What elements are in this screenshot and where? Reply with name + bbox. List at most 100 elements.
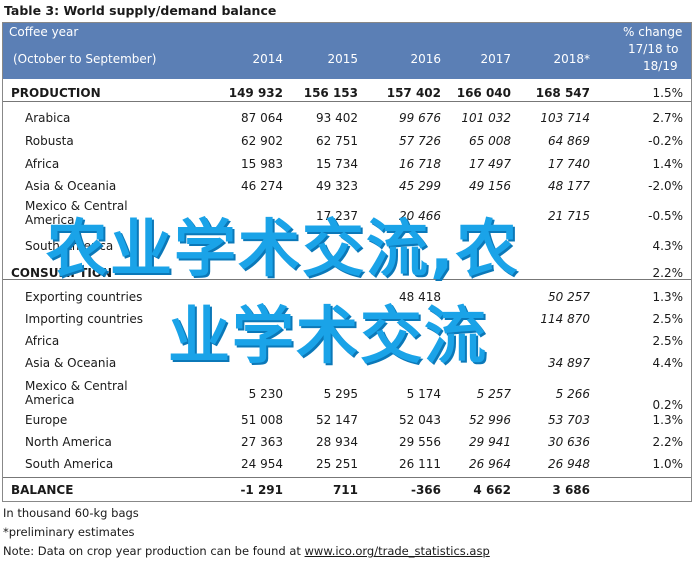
row-label: North America <box>25 435 112 449</box>
row-label: Mexico & Central America <box>25 199 128 227</box>
cell: 5 295 <box>323 387 358 401</box>
pct-cell: 4.3% <box>652 239 684 253</box>
cell: 99 676 <box>399 111 441 125</box>
cell: 17 237 <box>316 209 358 223</box>
table-row: Arabica 87 064 93 402 99 676 101 032 103… <box>3 107 691 129</box>
cell: -1 291 <box>240 483 283 497</box>
row-label: BALANCE <box>11 483 74 497</box>
cell: 45 299 <box>399 179 441 193</box>
watermark-line-1: 农业学术交流,农 <box>46 212 520 285</box>
cell: 17 497 <box>469 157 511 171</box>
cell: 52 147 <box>316 413 358 427</box>
pct-cell: 2.5% <box>652 312 684 326</box>
cell: 51 008 <box>241 413 283 427</box>
pct-cell: 0.2% <box>652 398 684 412</box>
cell: 101 032 <box>461 111 511 125</box>
cell: 49 323 <box>316 179 358 193</box>
cell: 52 043 <box>399 413 441 427</box>
cell: 24 954 <box>241 457 283 471</box>
cell: 62 902 <box>241 134 283 148</box>
note-text: Note: Data on crop year production can b… <box>3 544 305 558</box>
table-row: PRODUCTION 149 932 156 153 157 402 166 0… <box>3 82 691 104</box>
cell: 103 714 <box>540 111 590 125</box>
table-title: Table 3: World supply/demand balance <box>4 3 277 18</box>
cell: 168 547 <box>535 86 590 100</box>
pct-change-label: % change <box>623 25 683 39</box>
pct-cell: 1.0% <box>652 457 684 471</box>
year-2017: 2017 <box>480 52 511 66</box>
cell: 15 983 <box>241 157 283 171</box>
table-row: Robusta 62 902 62 751 57 726 65 008 64 8… <box>3 130 691 152</box>
row-label: Africa <box>25 157 60 171</box>
pct-cell: -2.0% <box>648 179 683 193</box>
row-label: Mexico & Central America <box>25 379 128 407</box>
year-2016: 2016 <box>410 52 441 66</box>
table-row: South America 4.3% <box>3 235 691 257</box>
row-label: South America <box>25 239 114 253</box>
row-label: Arabica <box>25 111 71 125</box>
table-row: Asia & Oceania 34 897 4.4% <box>3 352 691 374</box>
ico-statistics-link[interactable]: www.ico.org/trade_statistics.asp <box>304 544 490 558</box>
cell: 5 174 <box>406 387 441 401</box>
row-separator <box>3 101 691 102</box>
cell: 3 686 <box>552 483 590 497</box>
table-row: Exporting countries 48 418 50 257 1.3% <box>3 286 691 308</box>
cell: 93 402 <box>316 111 358 125</box>
pct-cell: 2.5% <box>652 334 684 348</box>
cell: -366 <box>410 483 441 497</box>
cell: 25 251 <box>316 457 358 471</box>
pct-cell: 2.7% <box>652 111 684 125</box>
cell: 50 257 <box>548 290 590 304</box>
cell: 29 556 <box>399 435 441 449</box>
cell: 20 466 <box>399 209 441 223</box>
row-label: Robusta <box>25 134 74 148</box>
table-row: Importing countries 114 870 2.5% <box>3 308 691 330</box>
pct-cell: 2.2% <box>652 266 684 280</box>
cell: 87 064 <box>241 111 283 125</box>
cell: 26 964 <box>469 457 511 471</box>
cell: 15 734 <box>316 157 358 171</box>
cell: 28 934 <box>316 435 358 449</box>
cell: 27 363 <box>241 435 283 449</box>
cell: 5 266 <box>555 387 590 401</box>
cell: 17 740 <box>548 157 590 171</box>
cell: 48 418 <box>399 290 441 304</box>
pct-cell: 1.4% <box>652 157 684 171</box>
cell: 34 897 <box>548 356 590 370</box>
row-label: Africa <box>25 334 60 348</box>
pct-cell: 1.3% <box>652 290 684 304</box>
note-units: In thousand 60-kg bags <box>3 506 139 520</box>
table-row: South America 24 954 25 251 26 111 26 96… <box>3 453 691 475</box>
cell: 53 703 <box>548 413 590 427</box>
note-preliminary: *preliminary estimates <box>3 525 135 539</box>
row-label: CONSUMPTION <box>11 266 113 280</box>
cell: 49 156 <box>469 179 511 193</box>
cell: 62 751 <box>316 134 358 148</box>
table-row: CONSUMPTION 2.2% <box>3 262 691 284</box>
table-row: Europe 51 008 52 147 52 043 52 996 53 70… <box>3 409 691 431</box>
note-data-source: Note: Data on crop year production can b… <box>3 544 490 558</box>
cell: 52 996 <box>469 413 511 427</box>
cell: 46 274 <box>241 179 283 193</box>
period-label: (October to September) <box>13 52 157 66</box>
table-row: BALANCE -1 291 711 -366 4 662 3 686 <box>3 479 691 501</box>
table-row: Asia & Oceania 46 274 49 323 45 299 49 1… <box>3 175 691 197</box>
cell: 29 941 <box>469 435 511 449</box>
row-separator <box>3 477 691 478</box>
supply-demand-table: Coffee year (October to September) 2014 … <box>2 22 692 502</box>
cell: 166 040 <box>456 86 511 100</box>
year-2015: 2015 <box>327 52 358 66</box>
cell: 65 008 <box>469 134 511 148</box>
cell: 26 948 <box>548 457 590 471</box>
row-label: PRODUCTION <box>11 86 101 100</box>
cell: 57 726 <box>399 134 441 148</box>
watermark-line-2: 业学术交流 <box>168 299 489 372</box>
row-label: South America <box>25 457 114 471</box>
row-label: Importing countries <box>25 312 143 326</box>
pct-cell: 1.5% <box>652 86 684 100</box>
year-2018: 2018* <box>553 52 590 66</box>
table-row: Mexico & Central America 5 230 5 295 5 1… <box>3 379 691 412</box>
cell: 114 870 <box>540 312 590 326</box>
table-row: Africa 15 983 15 734 16 718 17 497 17 74… <box>3 153 691 175</box>
pct-cell: 1.3% <box>652 413 684 427</box>
